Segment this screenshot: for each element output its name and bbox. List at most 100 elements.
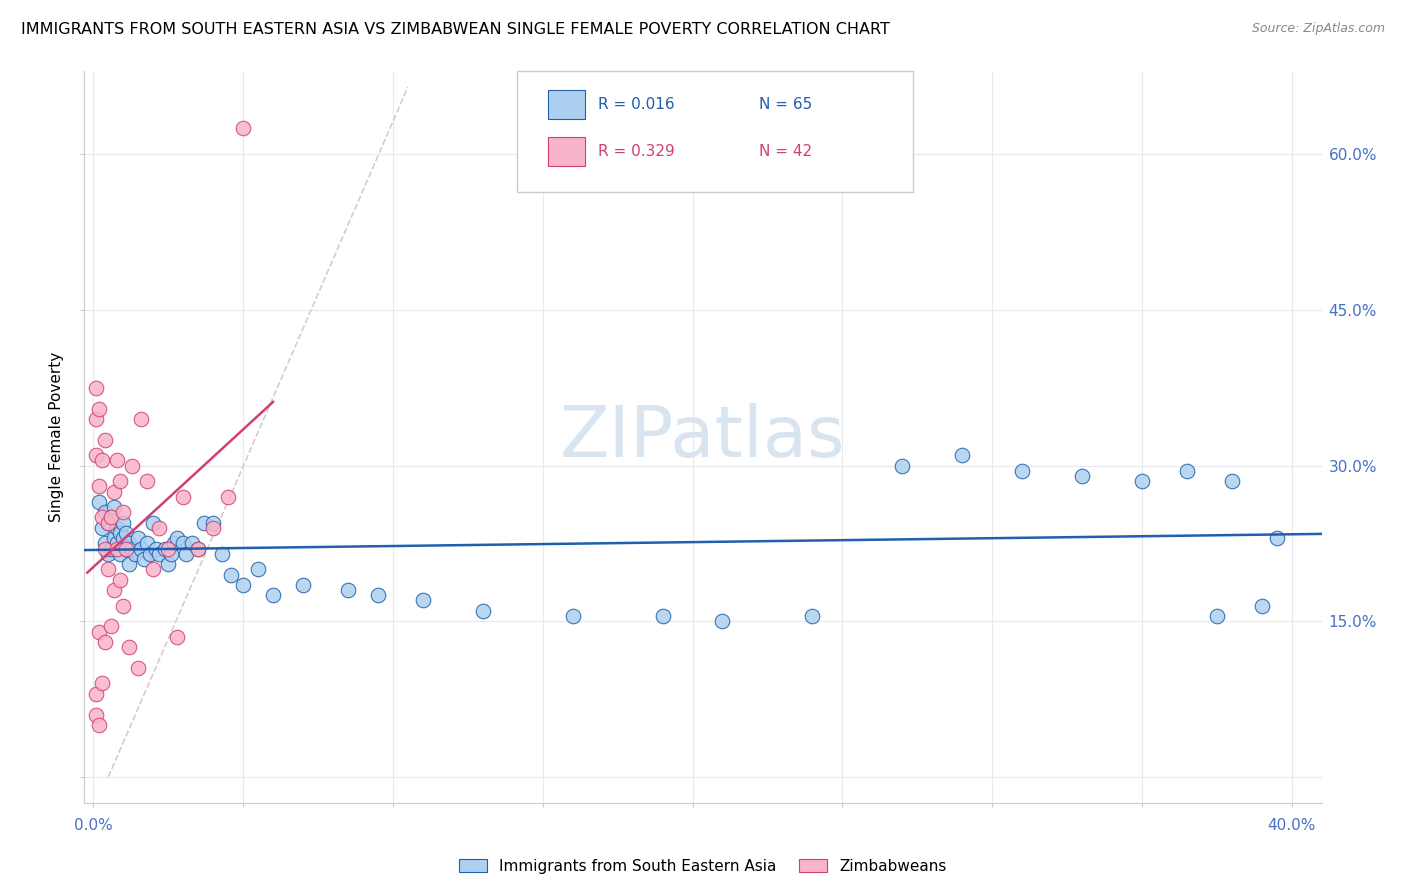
Point [89,495,111,509]
Point [121,541,143,556]
Point [121,458,143,473]
Point [166,531,188,545]
Point [129,541,152,556]
Text: R = 0.016: R = 0.016 [598,96,675,112]
Point [172,536,194,550]
Point [232,121,254,136]
Point [112,505,135,519]
FancyBboxPatch shape [517,71,914,192]
Point [97,516,120,530]
Point [145,541,167,556]
Point [118,536,141,550]
Point [94,433,117,447]
Point [110,526,132,541]
Text: N = 42: N = 42 [759,145,811,160]
Point [94,536,117,550]
Point [155,541,177,556]
Point [118,640,141,655]
Point [100,541,122,556]
Point [142,516,165,530]
Point [247,562,270,576]
Point [129,412,152,426]
Point [115,541,138,556]
Point [139,547,162,561]
Point [136,536,159,550]
Point [89,479,111,493]
Point [97,547,120,561]
Point [100,510,122,524]
Point [97,562,120,576]
Point [127,531,149,545]
Point [211,547,233,561]
Point [89,718,111,732]
Point [91,453,114,467]
Point [337,583,360,598]
Point [801,609,824,624]
Point [262,588,284,602]
Point [94,635,117,649]
Point [97,516,120,530]
Point [103,583,125,598]
Text: ZIPatlas: ZIPatlas [560,402,846,472]
Point [187,541,209,556]
Point [89,624,111,639]
Point [89,401,111,416]
Point [91,510,114,524]
Point [91,676,114,690]
Point [157,557,180,571]
Point [134,552,156,566]
Point [110,573,132,587]
Point [1265,531,1288,545]
Point [115,526,138,541]
Point [471,604,494,618]
Point [112,531,135,545]
Point [1130,474,1153,488]
Point [651,609,673,624]
Point [148,547,170,561]
Point [112,516,135,530]
Point [1175,464,1198,478]
Point [561,609,583,624]
Point [412,593,434,607]
Point [94,505,117,519]
Point [100,510,122,524]
Point [136,474,159,488]
Point [100,619,122,633]
Point [219,567,242,582]
Point [86,707,108,722]
Text: N = 65: N = 65 [759,96,811,112]
Text: 0.0%: 0.0% [75,818,112,833]
Point [118,557,141,571]
Legend: Immigrants from South Eastern Asia, Zimbabweans: Immigrants from South Eastern Asia, Zimb… [453,853,953,880]
Point [163,536,186,550]
Point [105,521,128,535]
Point [105,536,128,550]
Point [711,614,734,628]
Point [94,541,117,556]
Point [86,381,108,395]
Text: Source: ZipAtlas.com: Source: ZipAtlas.com [1251,22,1385,36]
Point [105,453,128,467]
Point [166,630,188,644]
Point [91,521,114,535]
Point [103,531,125,545]
Point [115,541,138,556]
Point [86,687,108,701]
Point [181,536,204,550]
Point [1071,469,1094,483]
Point [193,516,215,530]
Point [103,500,125,515]
Point [103,484,125,499]
Point [112,599,135,613]
Point [1011,464,1033,478]
Point [86,412,108,426]
Point [292,578,315,592]
Point [142,562,165,576]
Point [110,474,132,488]
FancyBboxPatch shape [548,137,585,167]
Point [1220,474,1243,488]
Point [187,541,209,556]
Point [172,490,194,504]
Point [891,458,914,473]
Point [127,661,149,675]
